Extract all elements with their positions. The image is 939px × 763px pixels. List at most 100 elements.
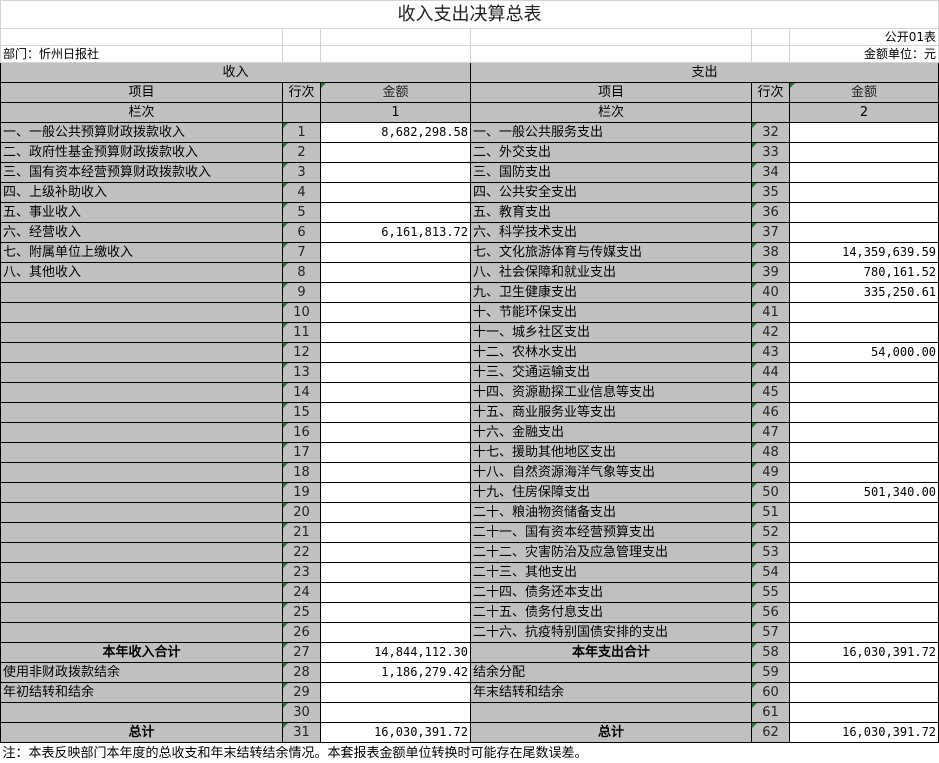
income-line-no: 12 (283, 343, 321, 363)
income-amount (321, 603, 471, 623)
expense-line-no: 49 (752, 463, 790, 483)
expense-amount: 16,030,391.72 (790, 723, 939, 743)
expense-item: 十、节能环保支出 (471, 303, 752, 323)
income-amount (321, 523, 471, 543)
expense-item: 二十一、国有资本经营预算支出 (471, 523, 752, 543)
expense-item: 结余分配 (471, 663, 752, 683)
income-item (1, 463, 283, 483)
income-line-no: 9 (283, 283, 321, 303)
expense-line-no: 36 (752, 203, 790, 223)
income-amount (321, 303, 471, 323)
income-amount (321, 503, 471, 523)
income-line-no: 28 (283, 663, 321, 683)
expense-line-no: 55 (752, 583, 790, 603)
income-line-no: 10 (283, 303, 321, 323)
income-amount: 1,186,279.42 (321, 663, 471, 683)
expense-line-no: 33 (752, 143, 790, 163)
income-item: 总计 (1, 723, 283, 743)
income-item (1, 443, 283, 463)
income-item (1, 423, 283, 443)
income-item: 年初结转和结余 (1, 683, 283, 703)
column-no-label: 栏次 (1, 103, 283, 123)
income-item (1, 563, 283, 583)
expense-line-no: 57 (752, 623, 790, 643)
income-line-no: 16 (283, 423, 321, 443)
income-amount (321, 403, 471, 423)
expense-line-no: 38 (752, 243, 790, 263)
expense-amount: 501,340.00 (790, 483, 939, 503)
income-amount (321, 283, 471, 303)
expense-amount (790, 683, 939, 703)
expense-amount (790, 363, 939, 383)
expense-line-no: 40 (752, 283, 790, 303)
expense-line-no: 44 (752, 363, 790, 383)
expense-line-no: 52 (752, 523, 790, 543)
income-amount (321, 363, 471, 383)
expense-line-no: 43 (752, 343, 790, 363)
income-amount (321, 683, 471, 703)
income-item (1, 363, 283, 383)
income-line-no: 22 (283, 543, 321, 563)
expense-amount (790, 203, 939, 223)
expense-amount (790, 183, 939, 203)
income-line-no: 20 (283, 503, 321, 523)
expense-line-no: 62 (752, 723, 790, 743)
expense-item: 二、外交支出 (471, 143, 752, 163)
income-amount (321, 323, 471, 343)
income-line-no: 18 (283, 463, 321, 483)
expense-item: 六、科学技术支出 (471, 223, 752, 243)
expense-amount (790, 623, 939, 643)
expense-item: 二十三、其他支出 (471, 563, 752, 583)
expense-item: 二十六、抗疫特别国债安排的支出 (471, 623, 752, 643)
expense-line-no: 46 (752, 403, 790, 423)
expense-item (471, 703, 752, 723)
expense-amount (790, 563, 939, 583)
income-line-no: 13 (283, 363, 321, 383)
footnote: 注：本表反映部门本年度的总收支和年末结转结余情况。本套报表金额单位转换时可能存在… (1, 743, 939, 763)
income-line-no: 3 (283, 163, 321, 183)
expense-item: 本年支出合计 (471, 643, 752, 663)
amount-header: 金额 (321, 83, 471, 103)
amount-header: 金额 (790, 83, 939, 103)
expense-amount (790, 303, 939, 323)
expense-amount (790, 463, 939, 483)
expense-line-no: 41 (752, 303, 790, 323)
income-line-no: 29 (283, 683, 321, 703)
income-amount (321, 543, 471, 563)
income-item: 八、其他收入 (1, 263, 283, 283)
expense-amount (790, 143, 939, 163)
expense-item: 十七、援助其他地区支出 (471, 443, 752, 463)
line-header: 行次 (283, 83, 321, 103)
expense-item: 十九、住房保障支出 (471, 483, 752, 503)
expense-line-no: 59 (752, 663, 790, 683)
expense-line-no: 32 (752, 123, 790, 143)
income-item (1, 523, 283, 543)
income-item: 五、事业收入 (1, 203, 283, 223)
income-line-no: 17 (283, 443, 321, 463)
expense-amount: 780,161.52 (790, 263, 939, 283)
expense-header: 支出 (471, 63, 939, 83)
expense-amount (790, 663, 939, 683)
income-amount: 14,844,112.30 (321, 643, 471, 663)
income-line-no: 23 (283, 563, 321, 583)
expense-amount (790, 703, 939, 723)
income-line-no: 14 (283, 383, 321, 403)
expense-amount (790, 223, 939, 243)
expense-amount: 16,030,391.72 (790, 643, 939, 663)
